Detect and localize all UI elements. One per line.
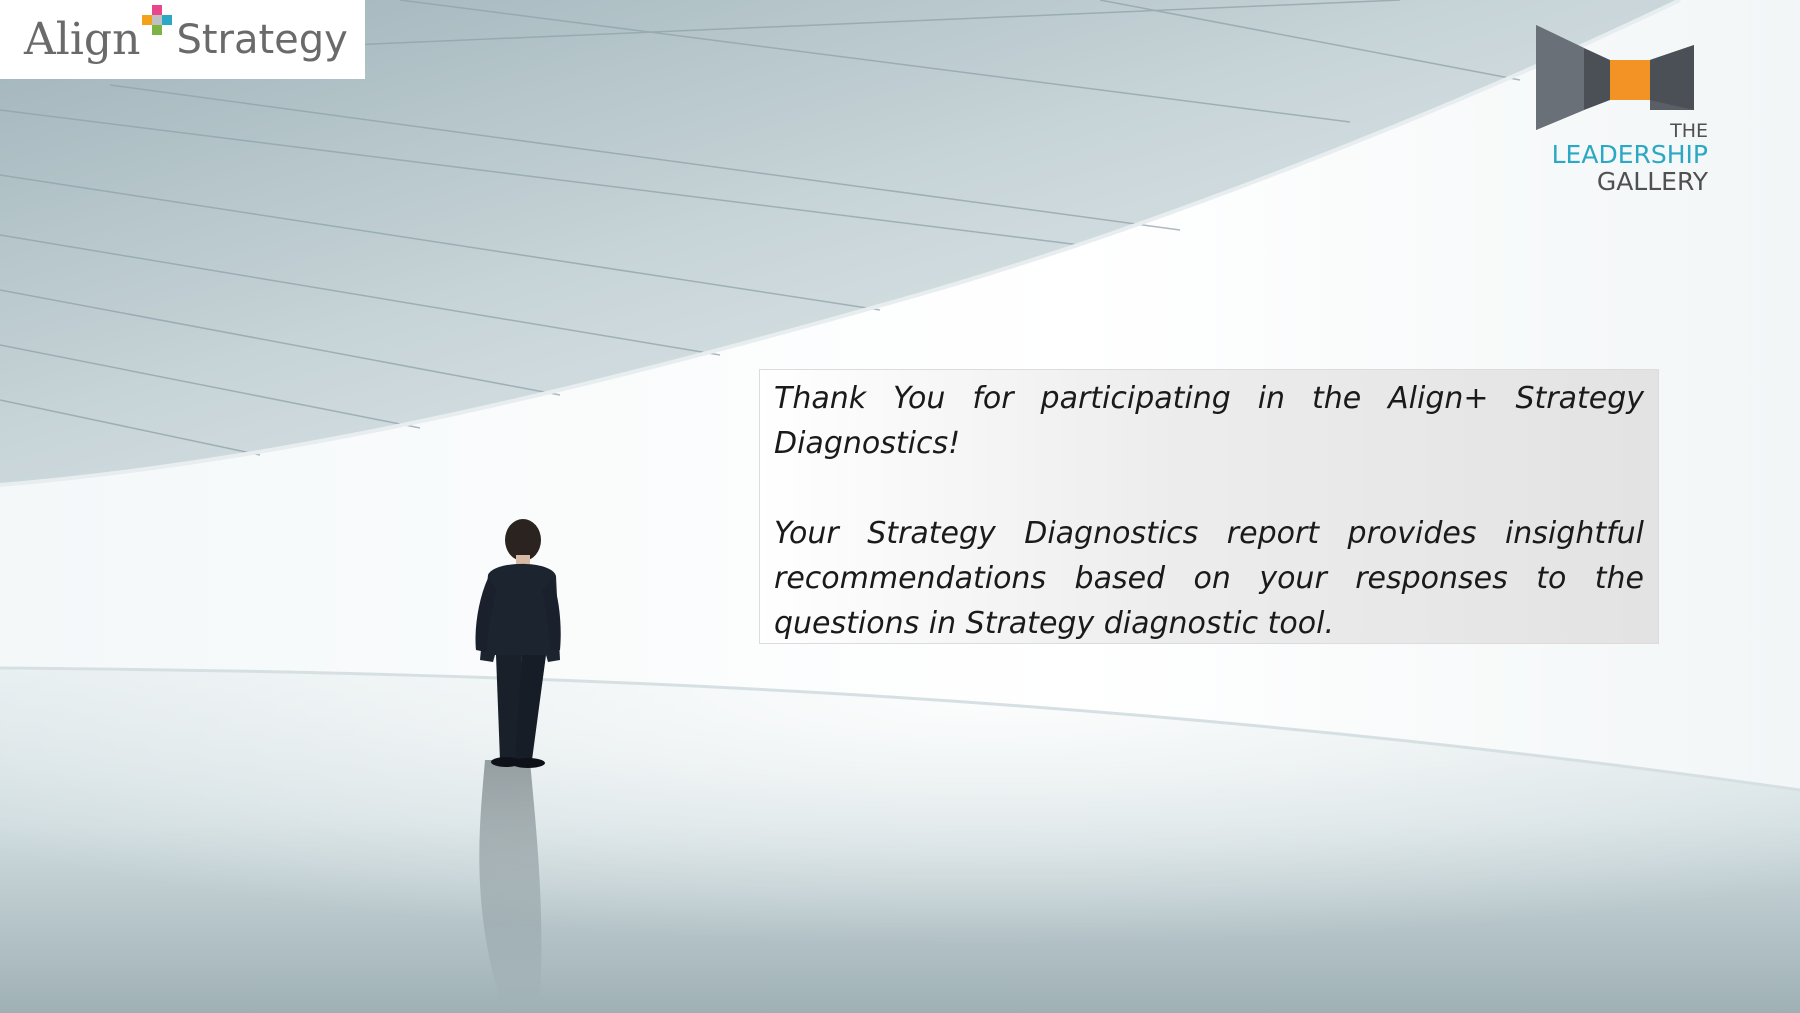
leadership-gallery-line3: GALLERY bbox=[1596, 167, 1708, 196]
gallery-frame-icon bbox=[1536, 25, 1694, 130]
leadership-gallery-line2: LEADERSHIP bbox=[1551, 140, 1708, 169]
report-description-paragraph: Your Strategy Diagnostics report provide… bbox=[774, 516, 1644, 641]
thank-you-message-box: Thank You for participating in the Align… bbox=[759, 369, 1659, 644]
strategy-logo-word: Strategy bbox=[176, 16, 348, 63]
align-strategy-logo: Align Strategy bbox=[0, 0, 365, 79]
leadership-gallery-line1: THE bbox=[1670, 120, 1708, 142]
thank-you-paragraph: Thank You for participating in the Align… bbox=[774, 381, 1644, 461]
leadership-gallery-logo: THE LEADERSHIP GALLERY bbox=[1530, 20, 1720, 200]
align-logo-word: Align bbox=[24, 14, 141, 65]
standing-man-figure bbox=[475, 519, 561, 768]
plus-icon bbox=[142, 4, 173, 35]
